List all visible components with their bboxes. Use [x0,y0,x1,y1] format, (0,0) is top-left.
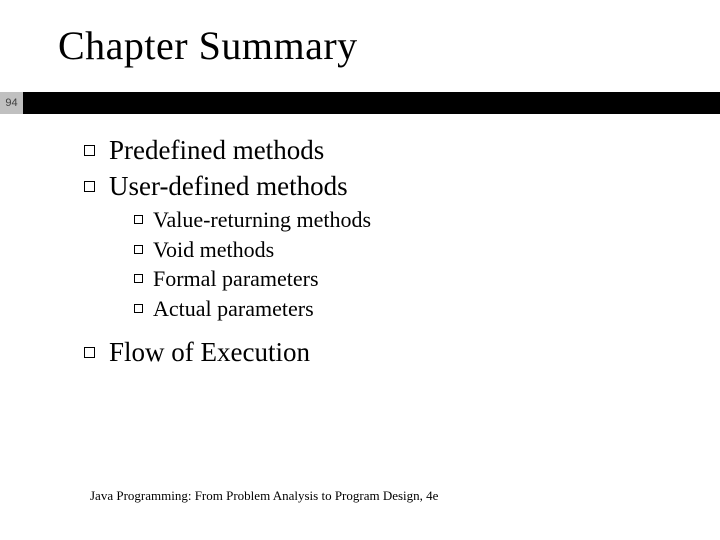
bullet-text: User-defined methods [109,168,348,204]
bullet-text: Flow of Execution [109,334,310,370]
bullet-level2: Formal parameters [134,264,662,294]
square-bullet-icon [84,181,95,192]
square-bullet-icon [134,245,143,254]
slide: Chapter Summary 94 Predefined methods Us… [0,0,720,540]
page-number-box: 94 [0,92,23,114]
bullet-text: Formal parameters [153,264,319,294]
bullet-level1: Flow of Execution [84,334,662,370]
square-bullet-icon [134,274,143,283]
square-bullet-icon [84,145,95,156]
bullet-level2: Actual parameters [134,294,662,324]
title-bar [0,92,720,114]
bullet-text: Void methods [153,235,274,265]
square-bullet-icon [84,347,95,358]
square-bullet-icon [134,215,143,224]
bullet-text: Value-returning methods [153,205,371,235]
square-bullet-icon [134,304,143,313]
bullet-level2: Void methods [134,235,662,265]
footer-text: Java Programming: From Problem Analysis … [90,488,438,504]
slide-title: Chapter Summary [58,22,358,69]
content-area: Predefined methods User-defined methods … [62,132,662,370]
bullet-text: Actual parameters [153,294,314,324]
page-number: 94 [5,97,17,109]
bullet-level1: Predefined methods [84,132,662,168]
bullet-text: Predefined methods [109,132,324,168]
bullet-level1: User-defined methods [84,168,662,204]
bullet-level2: Value-returning methods [134,205,662,235]
